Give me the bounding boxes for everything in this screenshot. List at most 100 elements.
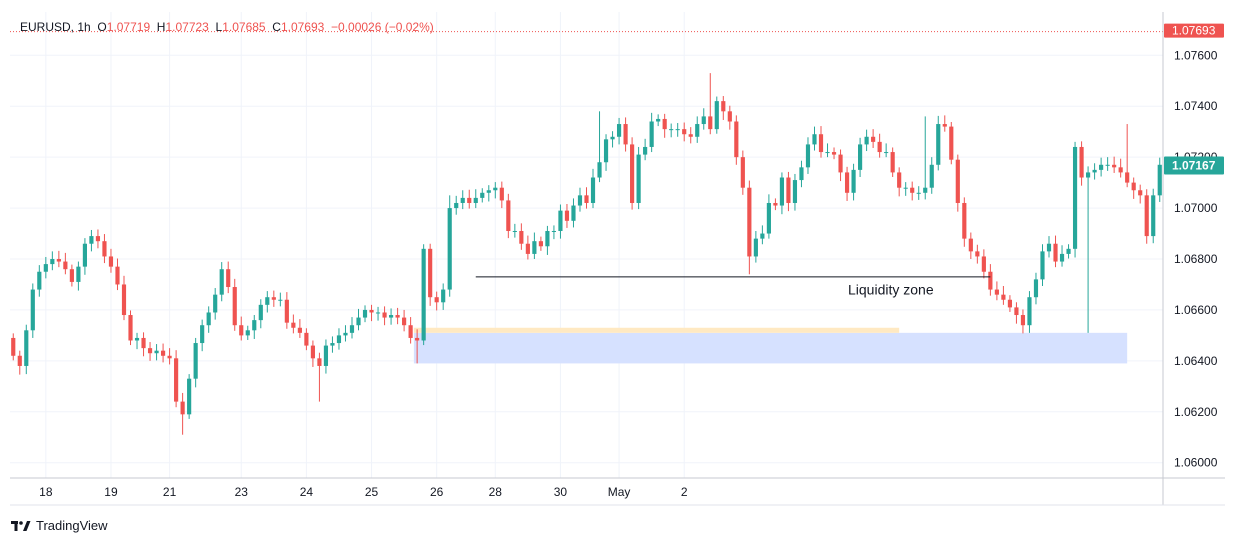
candle-body <box>63 261 68 270</box>
candle-body <box>942 124 947 127</box>
y-tick-label: 1.07400 <box>1174 99 1218 113</box>
candle-body <box>558 210 563 231</box>
y-tick-label: 1.06400 <box>1174 354 1218 368</box>
y-tick-label: 1.06800 <box>1174 252 1218 266</box>
candle-body <box>428 248 433 298</box>
candle-body <box>571 205 576 221</box>
candle-body <box>115 266 120 285</box>
candle-body <box>512 230 517 232</box>
candle-body <box>76 266 81 282</box>
candle-body <box>206 312 211 326</box>
candle-body <box>395 315 400 318</box>
symbol-legend: EURUSD, 1h O1.07719 H1.07723 L1.07685 C1… <box>20 20 434 34</box>
last-price-badge[interactable] <box>1164 156 1224 175</box>
axes: 1.076001.074001.072001.070001.068001.066… <box>10 12 1225 506</box>
candle-body <box>154 350 159 354</box>
candle-body <box>649 121 654 147</box>
close-label: C <box>272 20 281 34</box>
candle-body <box>656 118 661 122</box>
candle-body <box>877 141 882 153</box>
candle-body <box>792 180 798 203</box>
x-tick-label: 19 <box>104 485 118 499</box>
y-tick-label: 1.06000 <box>1174 456 1218 470</box>
candle-body <box>949 126 954 160</box>
candle-body <box>968 238 973 252</box>
candle-body <box>375 312 381 314</box>
x-tick-label: 2 <box>681 485 688 499</box>
candle-body <box>812 134 817 145</box>
candle-body <box>766 202 771 234</box>
candle-body <box>271 297 276 300</box>
candle-body <box>721 101 726 112</box>
candle-body <box>916 192 921 194</box>
interval-label[interactable]: 1h <box>77 20 91 34</box>
orange-zone-rect <box>413 327 900 333</box>
candle-body <box>258 304 263 321</box>
candle-body <box>245 330 250 336</box>
candle-body <box>636 154 641 203</box>
candle-body <box>1092 169 1097 173</box>
candle-body <box>988 271 993 290</box>
candle-body <box>1131 182 1136 191</box>
candle-body <box>1157 164 1162 196</box>
candle-body <box>753 238 758 257</box>
candle-body <box>89 236 94 244</box>
candle-body <box>388 315 394 318</box>
candle-body <box>467 197 472 203</box>
candle-body <box>1033 279 1039 298</box>
x-tick-label: 18 <box>39 485 53 499</box>
candle-body <box>362 309 368 318</box>
change-value: −0.00026 (−0.02%) <box>331 20 434 34</box>
candle-body <box>844 172 850 193</box>
candle-body <box>219 269 224 295</box>
open-label: O <box>97 20 107 34</box>
candle-body <box>584 195 589 203</box>
candle-body <box>1040 251 1045 280</box>
candle-body <box>734 121 739 158</box>
candle-body <box>1020 315 1026 326</box>
candle-body <box>831 152 837 155</box>
candle-body <box>82 243 87 267</box>
candle-body <box>265 297 270 305</box>
candle-body <box>310 345 315 359</box>
candle-body <box>1014 307 1019 316</box>
candle-body <box>786 177 791 203</box>
candle-body <box>760 233 765 239</box>
x-tick-label: 21 <box>163 485 177 499</box>
candle-body <box>936 124 941 165</box>
brand-name: TradingView <box>36 518 108 533</box>
candle-body <box>336 335 342 344</box>
candle-body <box>994 289 999 295</box>
candle-body <box>480 192 485 198</box>
candle-body <box>577 195 583 206</box>
zone-rectangles <box>413 327 1128 364</box>
candle-body <box>1151 195 1156 237</box>
candle-body <box>323 345 329 366</box>
candle-body <box>864 136 869 145</box>
candle-body <box>317 358 322 366</box>
candle-body <box>284 299 289 323</box>
candle-body <box>343 332 348 336</box>
prev-close-badge <box>1164 23 1224 38</box>
low-value: 1.07685 <box>222 20 266 34</box>
gridlines <box>10 12 1163 478</box>
symbol-name[interactable]: EURUSD <box>20 20 71 34</box>
candle-body <box>402 317 407 326</box>
candle-body <box>213 294 218 313</box>
candle-body <box>493 187 498 191</box>
open-value: 1.07719 <box>106 20 151 34</box>
candle-body <box>643 146 648 155</box>
candle-body <box>499 187 504 201</box>
candle-body <box>519 230 524 244</box>
candle-body <box>773 202 778 206</box>
tradingview-brand[interactable]: TradingView <box>11 518 108 533</box>
candle-body <box>447 208 452 290</box>
candle-body <box>1053 243 1058 262</box>
candle-body <box>538 241 543 247</box>
candle-body <box>1112 164 1117 168</box>
candle-body <box>858 144 863 170</box>
candle-body <box>200 325 205 344</box>
candle-body <box>460 197 465 203</box>
candle-body <box>43 264 48 272</box>
